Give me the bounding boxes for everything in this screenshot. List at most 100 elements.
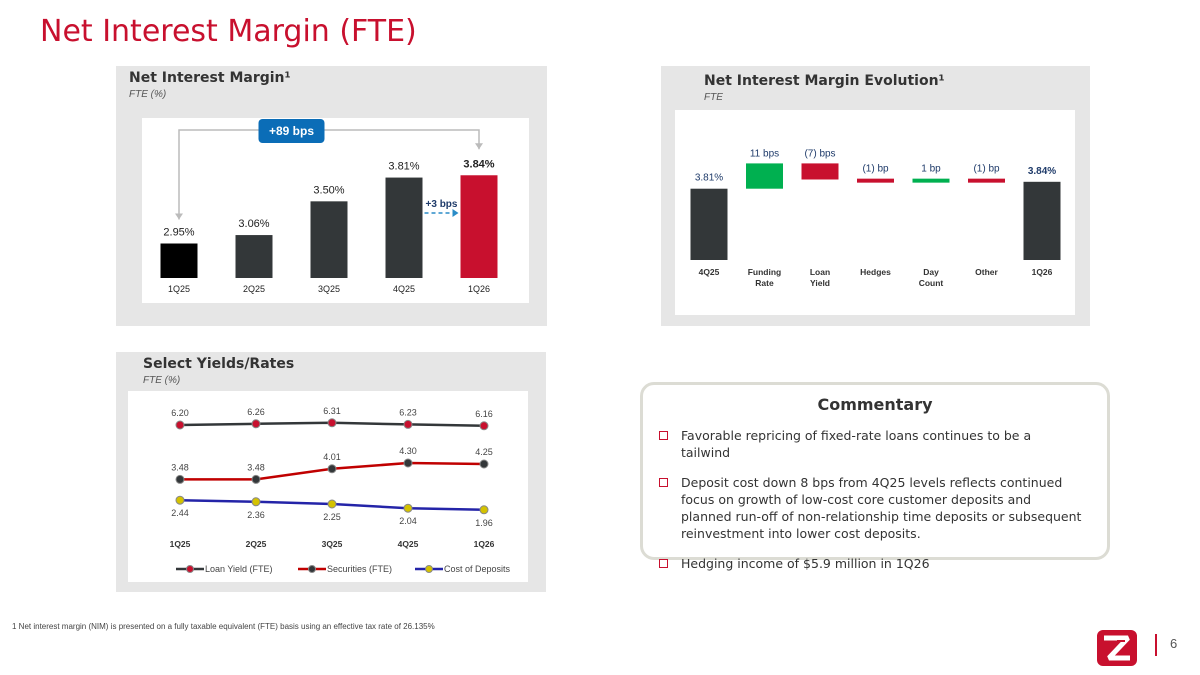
yields-point [403,503,413,513]
yields-point [251,474,261,484]
yields-tick-label: 2Q25 [246,539,267,549]
yields-data-label: 2.04 [399,516,417,526]
yields-data-label: 4.30 [399,446,417,456]
yields-panel-title: Select Yields/Rates [143,356,295,372]
square-bullet-icon [659,559,668,568]
nim-yoy-arrowhead [475,143,483,150]
evolution-tick-label: Other [975,267,998,277]
yields-point [479,421,489,431]
evolution-bar [857,178,894,183]
yields-tick-label: 1Q25 [170,539,191,549]
nim-tick-label: 3Q25 [318,284,340,294]
square-bullet-icon [659,431,668,440]
nim-tick-label: 4Q25 [393,284,415,294]
evolution-tick-label: 1Q26 [1032,267,1053,277]
nim-qoq-label: +3 bps [426,199,458,210]
yields-point [251,419,261,429]
yields-data-label: 2.36 [247,510,265,520]
nim-yoy-bracket [178,129,480,220]
evolution-bar [912,178,950,183]
yields-tick-label: 1Q26 [474,539,495,549]
yields-data-label: 6.16 [475,409,493,419]
evolution-data-label: 3.81% [695,173,723,184]
yields-tick-label: 4Q25 [398,539,419,549]
evolution-data-label: (1) bp [973,164,1000,175]
yields-point [327,418,337,428]
yields-point [479,505,489,515]
evolution-data-label: (1) bp [862,164,889,175]
nim-bar [385,177,423,278]
nim-data-label: 2.95% [163,227,194,239]
yields-data-label: 6.23 [399,407,417,417]
nim-data-label: 3.06% [238,218,269,230]
commentary-list: Favorable repricing of fixed-rate loans … [657,427,1083,585]
zions-logo-icon [1097,630,1137,666]
evolution-bar [690,188,728,260]
evolution-tick-label: Hedges [860,267,891,277]
yields-point [327,499,337,509]
yields-point [403,458,413,468]
commentary-item-text: Deposit cost down 8 bps from 4Q25 levels… [681,475,1082,541]
nim-data-label: 3.50% [313,184,344,196]
nim-panel-title: Net Interest Margin¹ [129,70,291,86]
yields-tick-label: 3Q25 [322,539,343,549]
yields-legend-label: Securities (FTE) [327,564,392,574]
nim-data-label: 3.84% [463,158,494,170]
nim-yoy-arrowhead [175,213,183,220]
yields-panel-subtitle: FTE (%) [143,375,181,386]
commentary-item: Favorable repricing of fixed-rate loans … [657,427,1083,461]
footnote: 1 Net interest margin (NIM) is presented… [12,622,435,631]
nim-chart-area: 2.95% 1Q25 3.06% 2Q25 3.50% 3Q25 3.81% 4Q25 3.84… [142,118,529,303]
evolution-tick-label: 4Q25 [699,267,720,277]
evolution-data-label: 3.84% [1028,166,1056,177]
evolution-tick-label: Yield [810,278,830,288]
evolution-tick-label: Day [923,267,939,277]
evolution-data-label: 1 bp [921,164,941,175]
yields-data-label: 6.20 [171,408,189,418]
yields-point [175,420,185,430]
evolution-data-label: (7) bps [804,148,835,159]
yields-data-label: 6.26 [247,407,265,417]
evolution-panel-title: Net Interest Margin Evolution¹ [704,73,945,89]
yields-data-label: 6.31 [323,406,341,416]
square-bullet-icon [659,478,668,487]
nim-tick-label: 1Q26 [468,284,490,294]
nim-bar [235,235,273,278]
evolution-data-label: 11 bps [750,148,779,159]
page-title: Net Interest Margin (FTE) [40,14,417,49]
nim-yoy-badge [258,119,325,143]
yields-point [479,459,489,469]
nim-bar [310,201,348,278]
nim-tick-label: 1Q25 [168,284,190,294]
nim-data-label: 3.81% [388,161,419,173]
yields-legend-marker [425,565,433,573]
nim-tick-label: 2Q25 [243,284,265,294]
yields-data-label: 3.48 [247,462,265,472]
page-separator [1155,634,1157,656]
yields-legend-label: Loan Yield (FTE) [205,564,273,574]
yields-legend-marker [308,565,316,573]
yields-data-label: 2.25 [323,512,341,522]
evolution-panel-subtitle: FTE [704,92,723,103]
nim-qoq-arrowhead [452,209,459,217]
evolution-bar [1023,181,1061,260]
yields-point [403,419,413,429]
yields-data-label: 2.44 [171,508,189,518]
nim-bar [460,175,498,278]
yields-data-label: 3.48 [171,462,189,472]
yields-legend-label: Cost of Deposits [444,564,511,574]
yields-data-label: 1.96 [475,518,493,528]
commentary-box: Commentary Favorable repricing of fixed-… [640,382,1110,571]
nim-panel-subtitle: FTE (%) [129,89,167,100]
yields-data-label: 4.01 [323,452,341,462]
yields-point [175,495,185,505]
yields-point [251,497,261,507]
commentary-item: Deposit cost down 8 bps from 4Q25 levels… [657,474,1083,542]
yields-point [327,464,337,474]
evolution-tick-label: Funding [748,267,782,277]
commentary-item-text: Hedging income of $5.9 million in 1Q26 [681,556,930,571]
evolution-bar [801,163,839,180]
evolution-tick-label: Loan [810,267,830,277]
evolution-bar [746,163,783,189]
